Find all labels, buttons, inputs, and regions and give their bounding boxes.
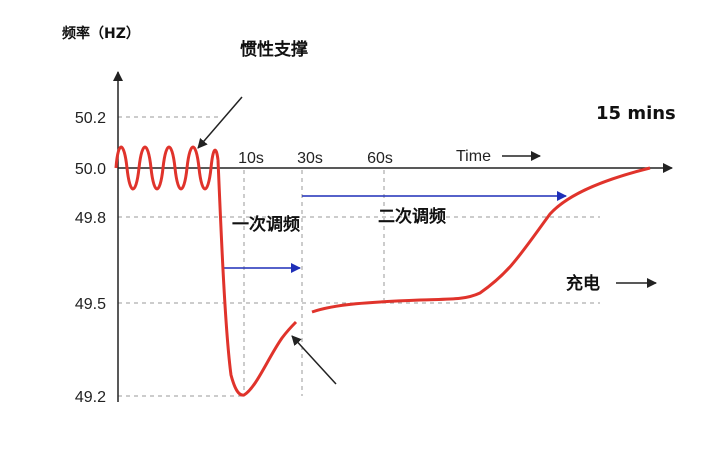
y-axis-label: 频率（HZ） [62, 25, 140, 42]
recovery-pointer-arrow [291, 335, 337, 385]
y-tick-label: 50.0 [75, 161, 106, 178]
y-tick-label: 49.5 [75, 296, 106, 313]
x-axis-label-time: Time [456, 148, 491, 165]
frequency-curve-drop [216, 159, 298, 397]
inertia-support-label: 惯性支撑 [240, 39, 308, 60]
x-tick-label: 10s [238, 150, 264, 167]
x-tick-label: 60s [367, 150, 393, 167]
y-tick-labels: 50.2 50.0 49.8 49.5 49.2 [75, 110, 106, 406]
y-tick-label: 49.2 [75, 389, 106, 406]
x-tick-label: 30s [297, 150, 323, 167]
horizontal-grid [118, 116, 600, 397]
y-tick-label: 49.8 [75, 210, 106, 227]
secondary-regulation-label: 二次调频 [378, 206, 446, 227]
primary-regulation-label: 一次调频 [232, 214, 300, 235]
y-tick-label: 50.2 [75, 110, 106, 127]
charging-label: 充电 [566, 273, 600, 294]
vertical-grid [243, 170, 385, 396]
frequency-curve-recovery [311, 166, 651, 314]
x-tick-labels: 10s 30s 60s [238, 150, 393, 167]
frequency-curve-oscillation [114, 145, 220, 191]
inertia-pointer-arrow [197, 96, 243, 149]
time-end-label: 15 mins [596, 103, 676, 124]
